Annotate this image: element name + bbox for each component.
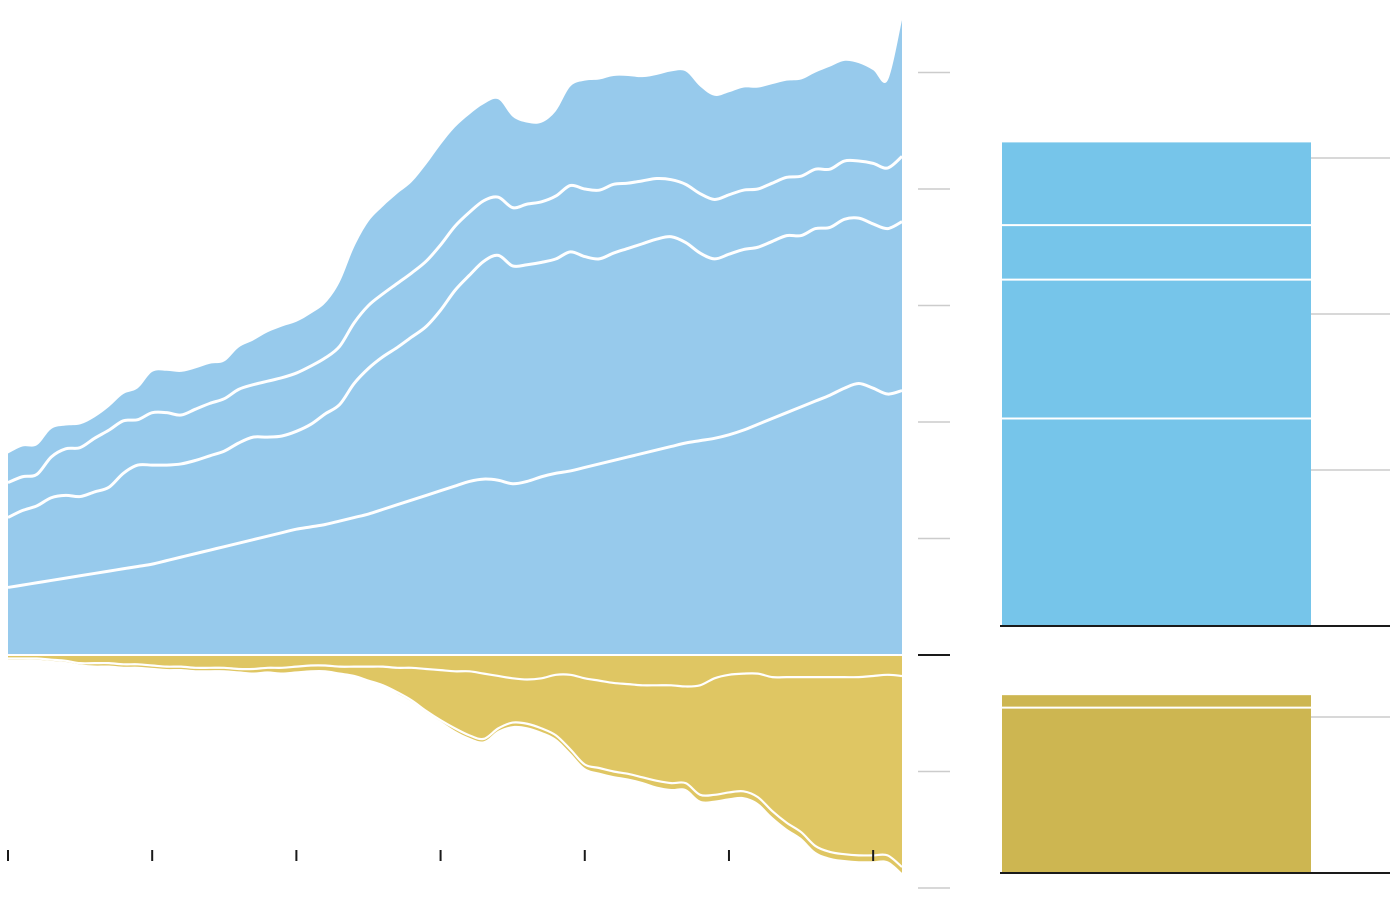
negative-layer-boundary-1: [8, 657, 903, 688]
positive-bar: [1002, 142, 1311, 626]
positive-layer-boundary-2: [7, 216, 903, 519]
negative-layer-boundary-2: [7, 659, 903, 868]
negative-area: [8, 655, 902, 873]
negative-bar: [1002, 695, 1311, 873]
positive-layer-boundary-3: [7, 155, 904, 484]
positive-layer-boundary-1: [7, 382, 903, 589]
positive-area: [8, 20, 902, 655]
